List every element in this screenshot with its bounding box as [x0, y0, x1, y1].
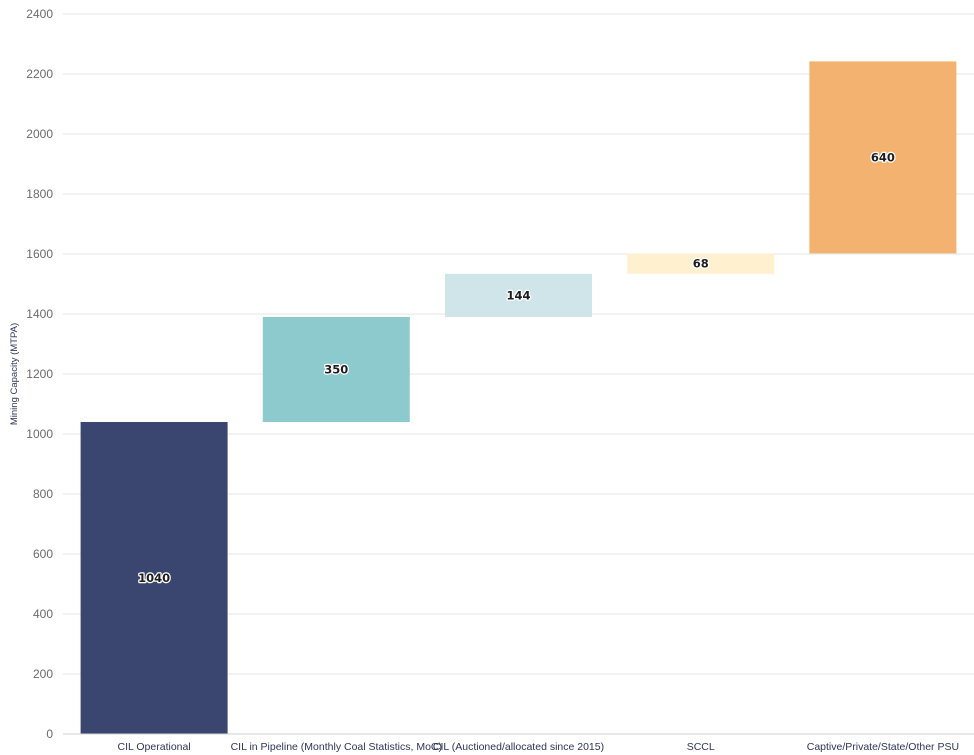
y-tick-label: 2400: [26, 7, 53, 21]
y-tick-label: 600: [33, 547, 53, 561]
y-tick-label: 1800: [26, 187, 53, 201]
bar: [627, 253, 775, 274]
bar-value-label: 350: [324, 363, 348, 377]
x-category-label: CIL Operational: [118, 741, 191, 753]
y-tick-label: 800: [33, 487, 53, 501]
y-tick-label: 1600: [26, 247, 53, 261]
bar-value-label: 144: [506, 288, 530, 302]
y-tick-label: 2200: [26, 67, 53, 81]
bar-value-label: 68: [693, 257, 709, 271]
bar-value-label: 640: [871, 150, 895, 164]
y-axis-ticks: 0 200 400 600 800 1000 1200 1400 1600 1800 2000 220…: [26, 7, 53, 741]
bar: [80, 422, 228, 734]
x-category-label: CIL (Auctioned/allocated since 2015): [433, 741, 604, 753]
x-category-label: SCCL: [687, 741, 715, 753]
bars: 1040 350 144 68 640: [80, 61, 957, 734]
x-category-label: CIL in Pipeline (Monthly Coal Statistics…: [231, 741, 442, 753]
x-axis-categories: CIL Operational CIL in Pipeline (Monthly …: [118, 741, 960, 753]
bar: [262, 317, 410, 422]
bar-value-label: 1040: [138, 571, 170, 585]
y-axis-label: Mining Capacity (MTPA): [9, 323, 20, 425]
bar: [445, 273, 592, 317]
y-tick-label: 2000: [26, 127, 53, 141]
y-tick-label: 0: [46, 727, 53, 741]
x-category-label: Captive/Private/State/Other PSU: [807, 741, 959, 753]
y-tick-label: 1200: [26, 367, 53, 381]
bar: [809, 61, 957, 254]
y-tick-label: 200: [33, 667, 53, 681]
y-tick-label: 400: [33, 607, 53, 621]
y-tick-label: 1000: [26, 427, 53, 441]
y-tick-label: 1400: [26, 307, 53, 321]
